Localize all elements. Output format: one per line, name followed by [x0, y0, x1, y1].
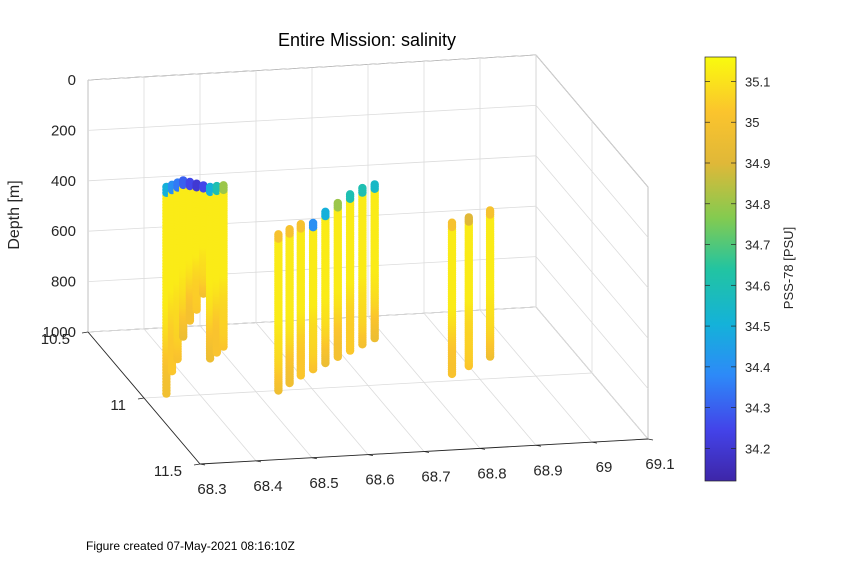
colorbar-tick-label: 34.5 [745, 319, 770, 334]
z-tick-label: 800 [51, 274, 76, 291]
profile-column [345, 190, 355, 355]
grid-line-z-side [535, 205, 649, 339]
grid-line-y-floor [143, 372, 593, 399]
y-tick-mark [81, 331, 89, 334]
x-axis-ticks: 68.3 68.4 68.5 68.6 68.7 68.8 68.9 69 69.1 [197, 438, 675, 498]
profile-column [321, 207, 330, 368]
profile-point [219, 181, 228, 190]
profile-point [212, 181, 221, 191]
profile-point [333, 198, 342, 208]
colorbar-tick-label: 34.3 [745, 401, 770, 416]
grid-line-z-side [535, 256, 649, 389]
profile-column [358, 183, 367, 349]
x-tick-label: 68.4 [253, 478, 282, 495]
y-tick-label: 11 [110, 397, 126, 414]
profile-point [179, 176, 188, 185]
x-tick-mark [199, 463, 206, 466]
colorbar-tick-label: 34.6 [745, 278, 770, 293]
x-tick-label: 68.9 [533, 462, 562, 479]
profile-point [321, 207, 330, 216]
profile-column [192, 179, 201, 314]
y-tick-label: 11.5 [154, 463, 182, 480]
grid-line-z-back [87, 54, 537, 81]
colorbar-tick-label: 34.9 [745, 156, 770, 171]
profile-column [333, 198, 342, 361]
z-tick-label: 600 [51, 223, 76, 240]
profile-point [464, 213, 473, 222]
profile-point [285, 225, 294, 234]
z-tick-label: 1000 [43, 324, 76, 341]
colorbar-tick-label: 34.2 [745, 441, 770, 456]
x-tick-mark [423, 451, 430, 453]
grid-line-z-side [535, 105, 649, 238]
x-tick-label: 68.3 [197, 481, 226, 498]
x-tick-label: 69 [596, 459, 613, 476]
salinity-profiles [162, 176, 495, 398]
profile-point [358, 183, 367, 193]
profile-column [447, 218, 457, 379]
profile-column [308, 218, 318, 374]
profile-column [464, 213, 473, 371]
x-tick-mark [367, 454, 374, 457]
profile-column [212, 181, 221, 357]
profile-column [370, 180, 379, 343]
z-axis-label: Depth [m] [6, 180, 23, 249]
y-axis-ticks: 10.5 11 11.5 [41, 331, 201, 480]
colorbar-tick-label: 34.7 [745, 238, 770, 253]
z-tick-label: 0 [68, 72, 76, 89]
profile-point [345, 190, 355, 199]
x-tick-mark [311, 457, 318, 460]
grid-line-z-back [87, 105, 537, 131]
profile-column [274, 230, 283, 395]
profile-point [185, 177, 195, 187]
grid-line-z-side [535, 54, 649, 188]
colorbar-tick-label: 34.8 [745, 197, 770, 212]
x-tick-label: 68.6 [365, 472, 394, 489]
profile-point [370, 180, 379, 189]
x-tick-mark [479, 447, 486, 450]
grid-line-z-side [535, 306, 649, 440]
x-tick-mark [535, 444, 542, 447]
y-tick-label: 10.5 [41, 331, 70, 348]
profile-column [179, 176, 188, 341]
colorbar-tick-label: 35.1 [745, 74, 770, 89]
profile-point [192, 179, 201, 188]
x-tick-label: 69.1 [645, 456, 674, 473]
profile-column [296, 220, 305, 380]
profile-point [274, 230, 283, 239]
profile-point [308, 218, 318, 228]
x-tick-label: 68.7 [421, 469, 450, 486]
profile-column [205, 182, 215, 363]
profile-point [485, 206, 495, 215]
colorbar [704, 56, 737, 482]
profile-point [205, 182, 215, 192]
x-tick-mark [647, 438, 654, 441]
profile-column [219, 181, 228, 351]
z-axis-ticks: 0 200 400 600 800 1000 [43, 72, 76, 341]
chart-title: Entire Mission: salinity [278, 30, 456, 50]
x-tick-mark [591, 441, 598, 444]
colorbar-tick-label: 35 [745, 115, 759, 130]
z-tick-label: 400 [51, 173, 76, 190]
x-tick-label: 68.8 [477, 465, 506, 482]
profile-column [485, 206, 495, 361]
x-tick-label: 68.5 [309, 475, 338, 492]
y-tick-mark [137, 397, 145, 400]
profile-point [296, 220, 305, 229]
x-tick-mark [255, 460, 262, 463]
profile-column [185, 177, 195, 325]
profile-column [285, 225, 294, 388]
profile-point [447, 218, 457, 227]
colorbar-label: PSS-78 [PSU] [781, 227, 796, 309]
grid-line-z-side [535, 155, 649, 289]
y-tick-mark [193, 463, 201, 466]
profile-column [199, 181, 208, 298]
profile-point [199, 181, 208, 190]
footer-timestamp: Figure created 07-May-2021 08:16:10Z [86, 539, 295, 553]
colorbar-tick-label: 34.4 [745, 360, 770, 375]
colorbar-ticks: 34.2 34.3 34.4 34.5 34.6 34.7 34.8 34.9 35 35.1 [705, 74, 770, 456]
z-tick-label: 200 [51, 122, 76, 139]
grid-line-z-back [87, 155, 537, 182]
